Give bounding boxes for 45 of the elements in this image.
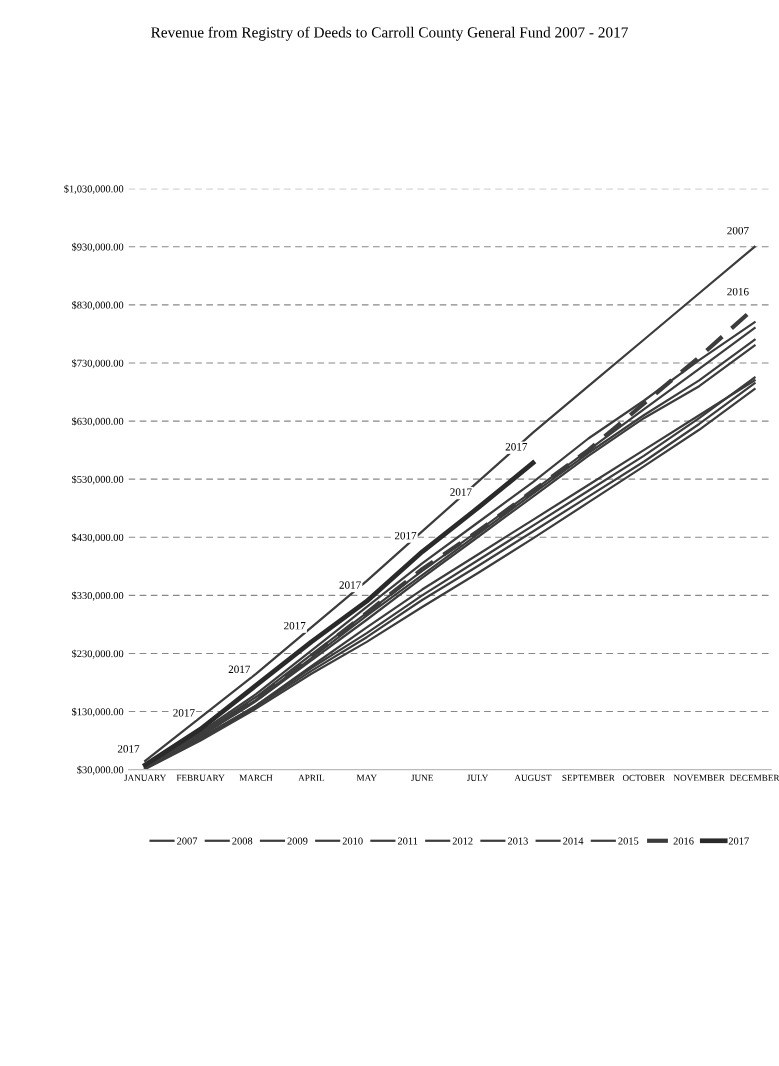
- x-tick-label: DECEMBER: [729, 774, 779, 781]
- x-tick-label: JUNE: [411, 774, 433, 781]
- legend-label: 2008: [232, 837, 253, 845]
- x-tick-label: OCTOBER: [622, 774, 666, 781]
- legend-label: 2011: [397, 837, 418, 845]
- annotation: 2017: [339, 581, 361, 589]
- x-tick-label: NOVEMBER: [673, 774, 725, 782]
- legend-label: 2010: [342, 837, 363, 845]
- annotation: 2017: [117, 745, 140, 753]
- legend-label: 2009: [287, 837, 308, 845]
- y-tick-label: $530,000.00: [72, 475, 124, 485]
- y-tick-label: $630,000.00: [72, 417, 124, 427]
- y-tick-label: $130,000.00: [72, 707, 124, 717]
- chart-title: Revenue from Registry of Deeds to Carroll County General Fund 2007 - 2017: [151, 26, 628, 41]
- x-tick-label: JULY: [467, 774, 489, 781]
- y-tick-label: $430,000.00: [72, 533, 124, 543]
- annotation: 2017: [228, 665, 251, 674]
- legend-label: 2017: [728, 837, 749, 845]
- y-tick-label: $830,000.00: [72, 300, 124, 311]
- y-tick-label: $30,000.00: [77, 765, 124, 775]
- annotation: 2017: [394, 531, 417, 540]
- annotation: 2017: [173, 709, 195, 717]
- legend-label: 2007: [177, 837, 198, 845]
- legend-label: 2013: [507, 837, 528, 845]
- y-tick-label: $330,000.00: [72, 591, 124, 601]
- annotation: 2017: [284, 621, 306, 630]
- x-tick-label: MARCH: [239, 774, 273, 781]
- x-tick-label: MAY: [356, 774, 377, 781]
- y-tick-label: $930,000.00: [72, 242, 124, 252]
- x-tick-label: APRIL: [298, 774, 325, 781]
- annotation: 2017: [505, 443, 528, 451]
- legend-label: 2012: [452, 837, 473, 845]
- annotation: 2017: [450, 488, 472, 496]
- annotation: 2007: [727, 226, 749, 235]
- y-tick-label: $230,000.00: [72, 649, 124, 659]
- legend-label: 2014: [563, 837, 584, 845]
- x-tick-label: FEBRUARY: [176, 774, 225, 781]
- x-tick-label: JANUARY: [124, 774, 167, 781]
- x-tick-label: AUGUST: [514, 774, 552, 781]
- y-tick-label: $1,030,000.00: [64, 184, 124, 194]
- legend-label: 2016: [673, 837, 694, 845]
- legend-label: 2015: [618, 837, 639, 845]
- annotation: 2016: [727, 287, 749, 296]
- y-tick-label: $730,000.00: [72, 359, 124, 369]
- x-tick-label: SEPTEMBER: [562, 774, 615, 781]
